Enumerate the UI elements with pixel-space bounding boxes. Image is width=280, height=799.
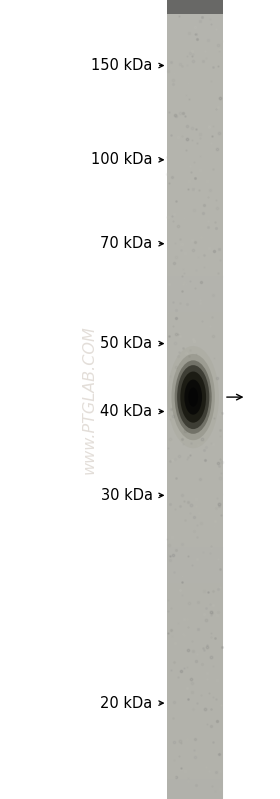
Text: 20 kDa: 20 kDa: [100, 696, 153, 710]
Ellipse shape: [177, 365, 209, 429]
Ellipse shape: [167, 346, 219, 448]
Text: 70 kDa: 70 kDa: [100, 237, 153, 251]
Text: www.PTGLAB.COM: www.PTGLAB.COM: [82, 325, 97, 474]
Text: 100 kDa: 100 kDa: [91, 153, 153, 167]
Bar: [167, 0, 223, 14]
Ellipse shape: [171, 354, 215, 440]
Ellipse shape: [180, 372, 206, 423]
Text: 30 kDa: 30 kDa: [101, 488, 153, 503]
Text: 50 kDa: 50 kDa: [101, 336, 153, 351]
Ellipse shape: [184, 380, 202, 415]
Text: 150 kDa: 150 kDa: [91, 58, 153, 73]
Bar: [167, 0, 223, 799]
Text: 40 kDa: 40 kDa: [101, 404, 153, 419]
Ellipse shape: [175, 360, 212, 434]
Ellipse shape: [188, 388, 198, 407]
